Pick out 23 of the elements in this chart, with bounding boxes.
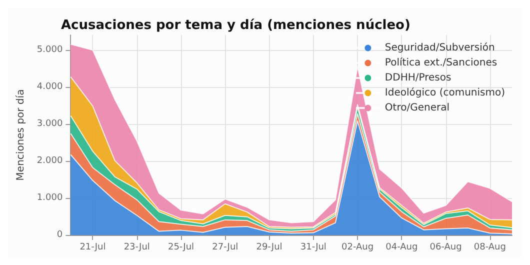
- y-tick-label: 0: [56, 230, 63, 240]
- x-tick-label: 08-Aug: [474, 242, 506, 252]
- legend-label: DDHH/Presos: [384, 72, 452, 84]
- legend-label: Otro/General: [384, 102, 450, 114]
- chart-title: Acusaciones por tema y día (menciones núcleo): [61, 18, 410, 33]
- legend-label: Política ext./Sanciones: [384, 58, 498, 68]
- legend-label: Seguridad/Subversión: [384, 42, 495, 54]
- y-tick-label: 2.000: [36, 156, 63, 166]
- x-tick-label: 23-Jul: [124, 242, 150, 252]
- x-tick-label: 02-Aug: [341, 242, 374, 252]
- x-tick-label: 31-Jul: [300, 242, 326, 252]
- y-tick-label: 5.000: [36, 44, 63, 55]
- x-tick-label: 04-Aug: [386, 242, 418, 252]
- y-tick-label: 3.000: [36, 118, 63, 129]
- x-tick-label: 25-Jul: [168, 242, 194, 252]
- x-tick-label: 06-Aug: [430, 242, 462, 252]
- x-tick-label: 29-Jul: [256, 242, 282, 252]
- y-tick-label: 4.000: [36, 82, 63, 92]
- y-tick-label: 1.000: [36, 192, 63, 203]
- x-tick-label: 21-Jul: [80, 242, 106, 252]
- y-axis-title: Menciones por día: [16, 89, 26, 181]
- legend-label: Ideológico (comunismo): [384, 88, 506, 98]
- x-tick-label: 27-Jul: [212, 242, 238, 252]
